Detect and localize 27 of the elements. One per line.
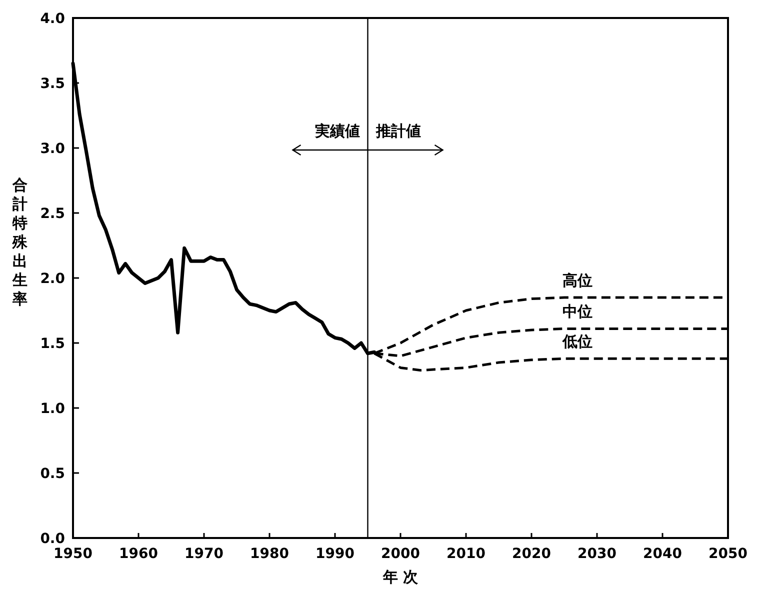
y-tick-label: 1.5 (40, 336, 65, 352)
x-tick-label: 1970 (184, 546, 224, 562)
series-label: 中位 (562, 302, 592, 321)
x-tick-label: 1980 (250, 546, 290, 562)
x-tick-label: 1960 (119, 546, 158, 562)
annotation: 推計値 (374, 122, 421, 140)
x-tick-label: 2020 (512, 546, 552, 562)
y-tick-label: 3.0 (40, 141, 66, 157)
y-axis-title: 合計特殊出生率 (12, 176, 28, 308)
series-label: 低位 (561, 332, 592, 351)
y-tick-label: 2.0 (40, 271, 66, 287)
y-tick-label: 1.0 (40, 401, 66, 417)
x-tick-label: 2010 (446, 546, 486, 562)
x-axis-title: 年 次 (382, 568, 420, 586)
x-tick-label: 2030 (578, 546, 617, 562)
y-tick-label: 0.0 (40, 531, 66, 547)
x-tick-label: 1990 (316, 546, 355, 562)
x-tick-label: 2000 (381, 546, 420, 562)
y-tick-label: 2.5 (40, 206, 65, 222)
series-label: 高位 (562, 272, 592, 290)
x-tick-label: 2040 (643, 546, 682, 562)
y-tick-label: 0.5 (40, 466, 65, 482)
y-tick-label: 4.0 (40, 11, 66, 27)
y-tick-label: 3.5 (40, 76, 65, 92)
annotation: 実績値 (314, 122, 360, 140)
x-tick-label: 2050 (708, 546, 748, 562)
x-tick-label: 1950 (54, 546, 93, 562)
